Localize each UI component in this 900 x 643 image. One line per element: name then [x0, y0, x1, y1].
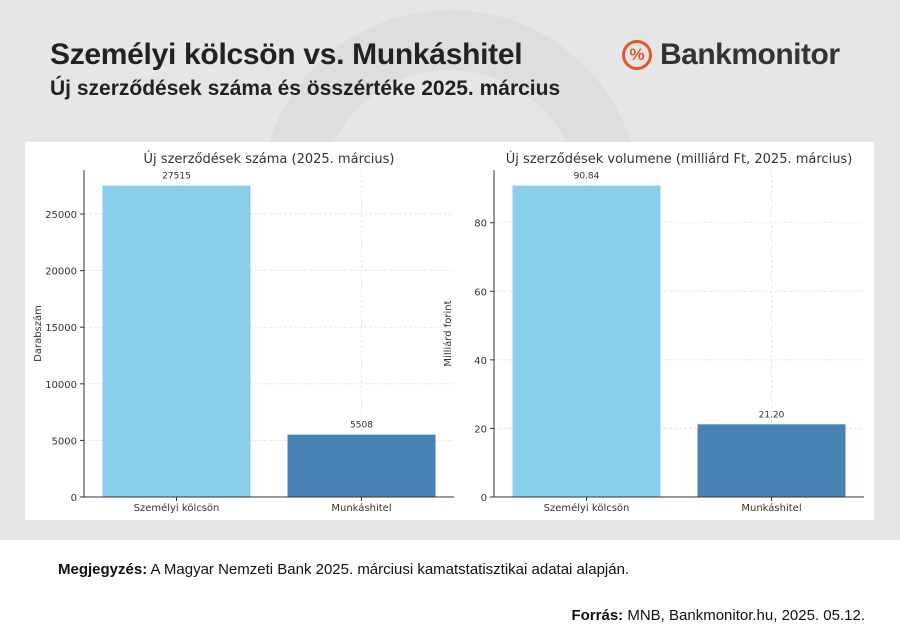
logo-text: Bankmonitor — [660, 38, 840, 71]
bar-value-label: 90.84 — [574, 172, 600, 182]
y-tick-label: 60 — [474, 287, 487, 298]
charts-svg: Új szerződések száma (2025. március) 2751… — [32, 151, 864, 514]
x-tick-label: Személyi kölcsön — [134, 502, 220, 514]
footnote-text: A Magyar Nemzeti Bank 2025. márciusi kam… — [150, 561, 630, 578]
bar-value-label: 5508 — [350, 421, 373, 431]
y-axis-label: Milliárd forint — [442, 300, 454, 366]
bar-munkashitel — [697, 424, 846, 497]
y-tick-label: 20 — [474, 424, 487, 435]
y-tick-label: 5000 — [52, 436, 77, 447]
y-tick-label: 15000 — [45, 323, 77, 334]
page-subtitle: Új szerződések száma és összértéke 2025.… — [50, 77, 561, 100]
x-tick-label: Személyi kölcsön — [544, 502, 630, 514]
chart-title: Új szerződések száma (2025. március) — [144, 151, 395, 167]
bar-value-label: 21.20 — [759, 410, 785, 420]
source-line: Forrás: MNB, Bankmonitor.hu, 2025. 05.12… — [571, 607, 865, 624]
y-axis-label: Darabszám — [32, 305, 44, 362]
page-title: Személyi kölcsön vs. Munkáshitel — [50, 38, 523, 71]
chart-panel: Új szerződések száma (2025. március) 2751… — [25, 142, 874, 520]
bar-munkashitel — [287, 434, 436, 497]
chart-title: Új szerződések volumene (milliárd Ft, 20… — [506, 151, 853, 167]
bar-value-label: 27515 — [162, 172, 191, 182]
x-tick-label: Munkáshitel — [331, 502, 391, 514]
y-tick-label: 0 — [481, 493, 487, 504]
y-tick-label: 20000 — [45, 267, 77, 278]
y-tick-label: 40 — [474, 356, 487, 367]
y-tick-label: 80 — [474, 219, 487, 230]
bar-szemelyi-kolcson — [102, 185, 251, 497]
bankmonitor-logo: % Bankmonitor — [622, 36, 840, 74]
footnote-label: Megjegyzés: — [58, 561, 148, 578]
y-tick-label: 25000 — [45, 210, 77, 221]
bar-szemelyi-kolcson — [512, 185, 661, 498]
percent-icon: % — [622, 40, 652, 70]
source-text: MNB, Bankmonitor.hu, 2025. 05.12. — [627, 607, 865, 624]
x-tick-label: Munkáshitel — [741, 502, 801, 514]
y-tick-label: 0 — [71, 493, 77, 504]
footnote: Megjegyzés: A Magyar Nemzeti Bank 2025. … — [58, 561, 629, 578]
chart-contract-volume: Új szerződések volumene (milliárd Ft, 20… — [442, 151, 864, 514]
y-tick-label: 10000 — [45, 380, 77, 391]
chart-contract-count: Új szerződések száma (2025. március) 2751… — [32, 151, 454, 514]
source-label: Forrás: — [571, 607, 624, 624]
